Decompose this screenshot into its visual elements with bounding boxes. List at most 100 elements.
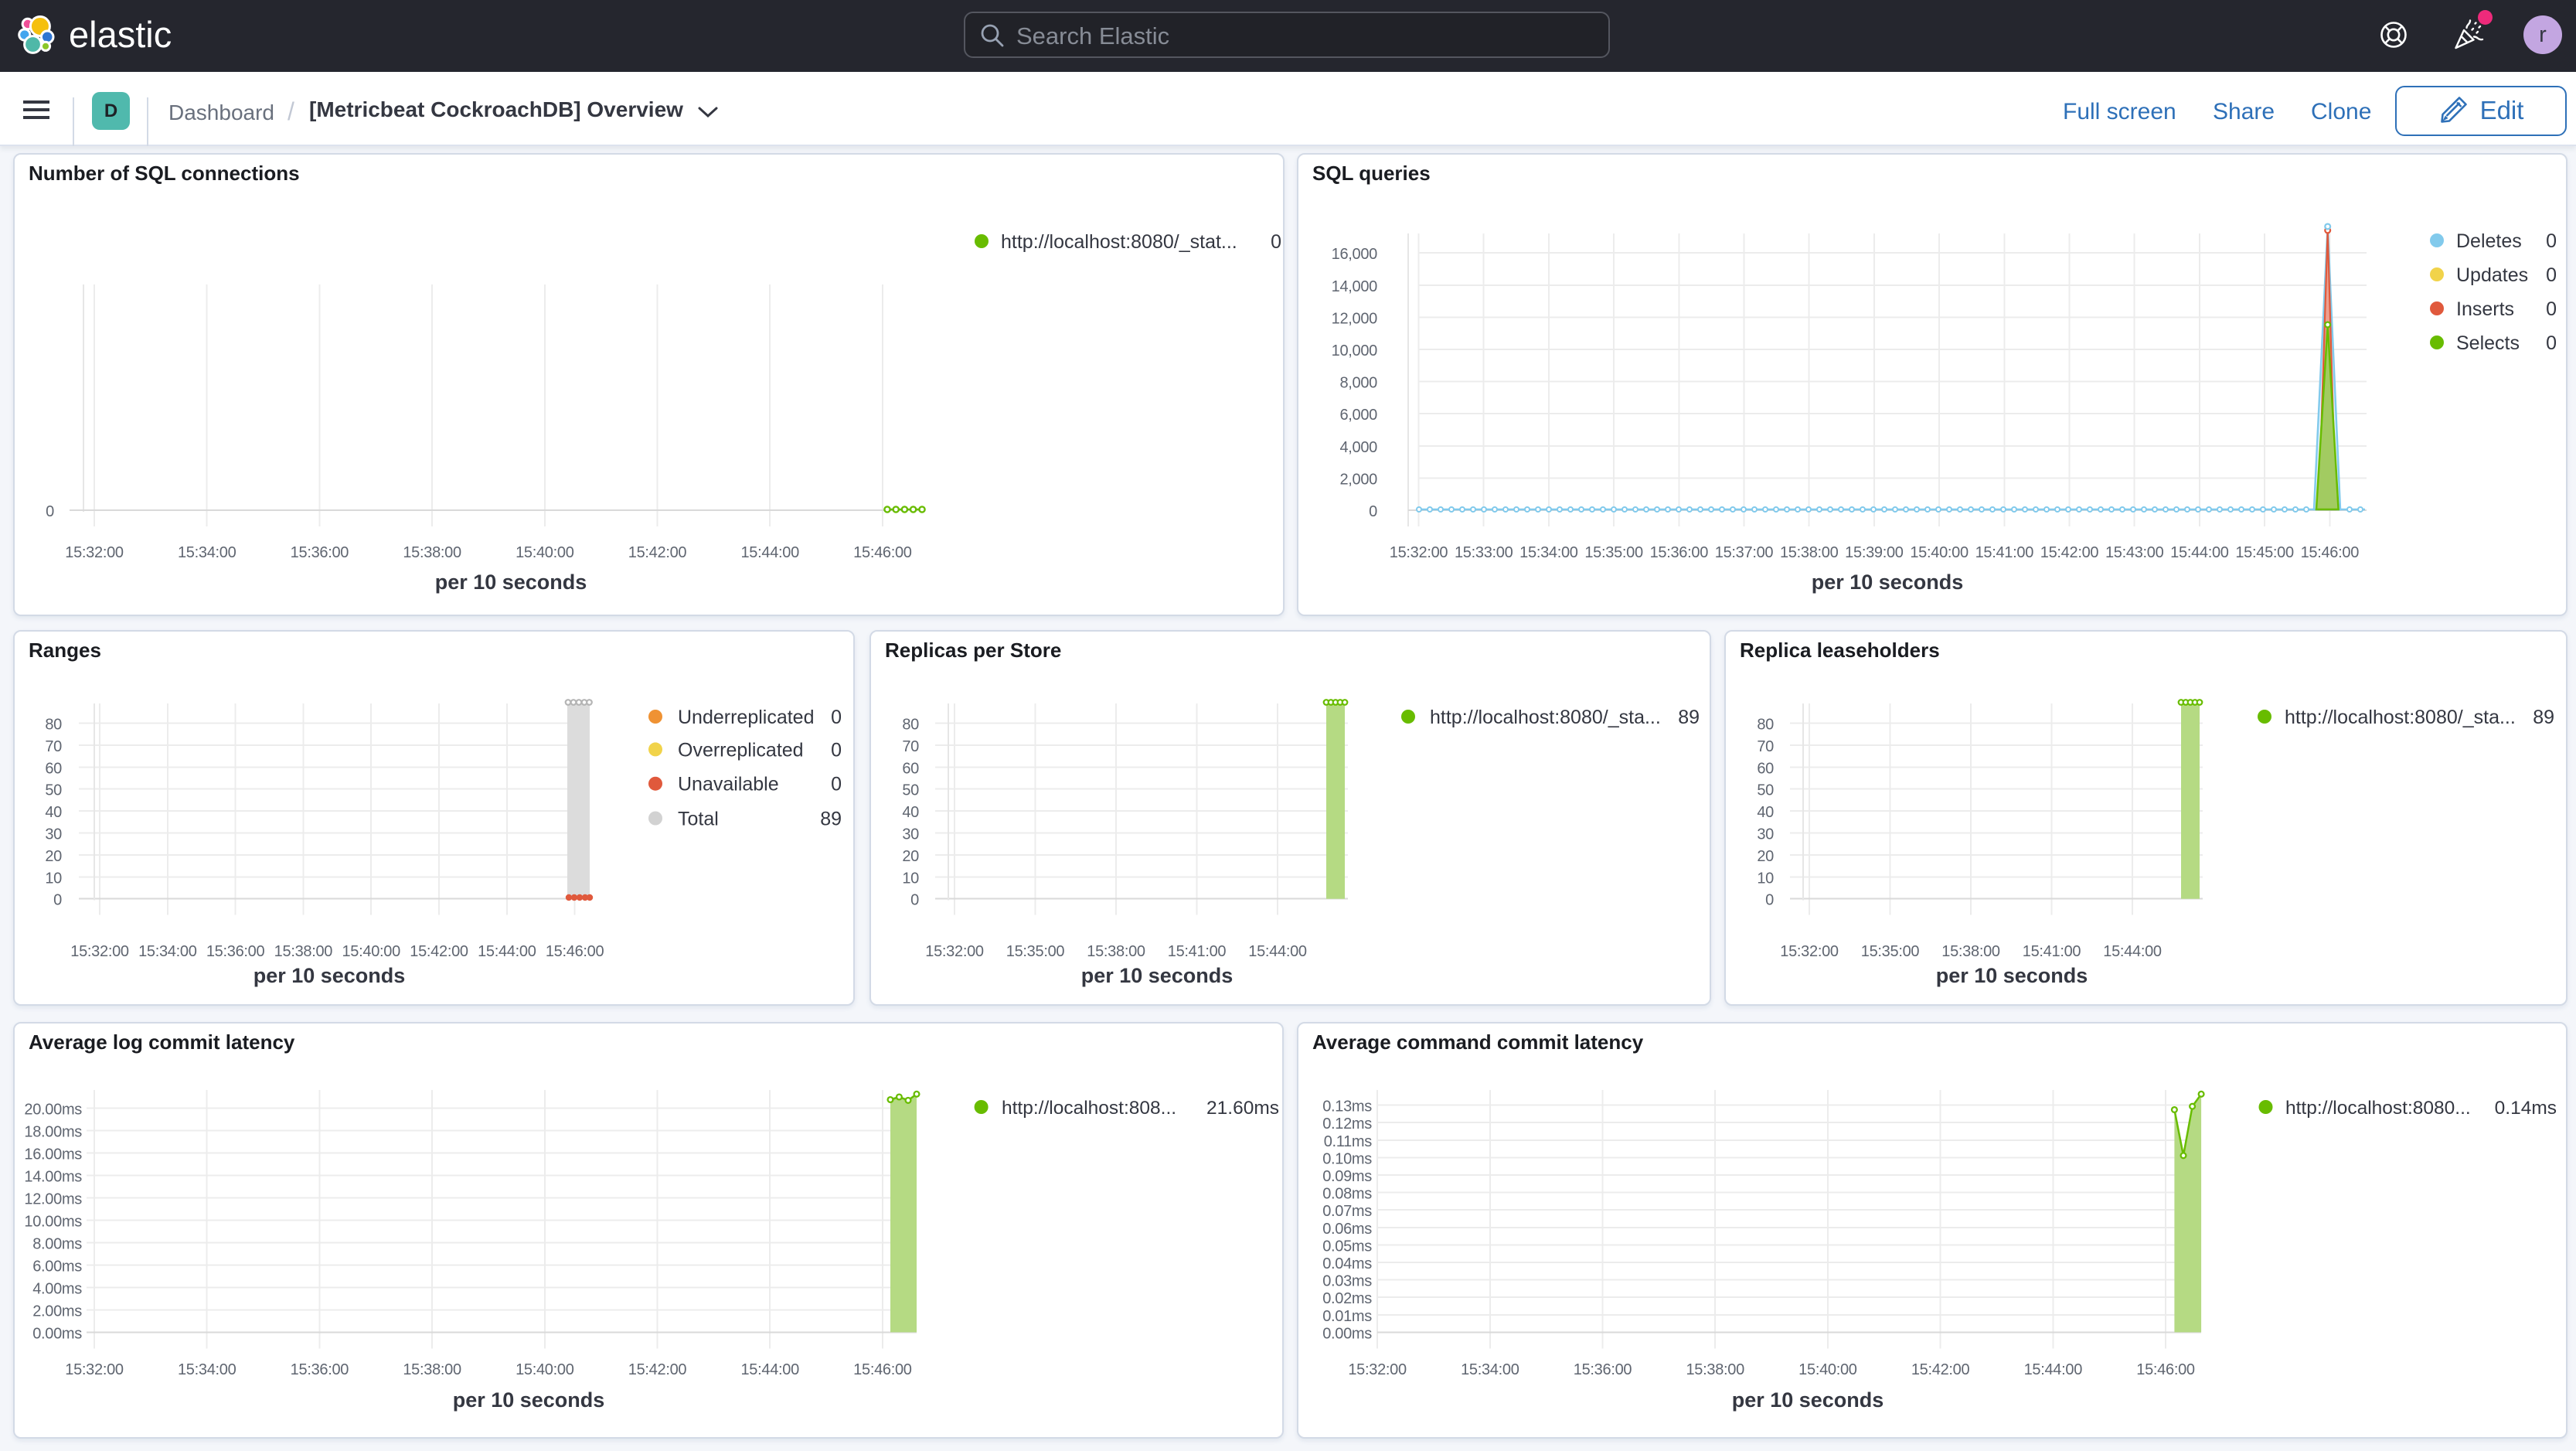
- svg-text:15:37:00: 15:37:00: [1715, 544, 1774, 561]
- svg-text:0: 0: [1369, 503, 1377, 520]
- svg-text:0.00ms: 0.00ms: [32, 1325, 82, 1342]
- svg-text:15:40:00: 15:40:00: [1798, 1361, 1857, 1378]
- svg-text:15:32:00: 15:32:00: [925, 943, 984, 960]
- svg-text:15:36:00: 15:36:00: [206, 943, 265, 960]
- svg-text:80: 80: [902, 717, 919, 734]
- svg-text:per 10 seconds: per 10 seconds: [1812, 571, 1964, 594]
- svg-text:15:35:00: 15:35:00: [1584, 544, 1643, 561]
- svg-text:Underreplicated: Underreplicated: [678, 707, 815, 728]
- svg-text:21.60ms: 21.60ms: [1206, 1098, 1279, 1119]
- svg-text:15:38:00: 15:38:00: [274, 943, 333, 960]
- svg-text:4,000: 4,000: [1339, 439, 1377, 456]
- svg-text:per 10 seconds: per 10 seconds: [1081, 964, 1234, 987]
- svg-text:Ranges: Ranges: [29, 639, 101, 662]
- svg-text:0: 0: [2546, 332, 2557, 354]
- svg-text:15:34:00: 15:34:00: [1519, 544, 1578, 561]
- svg-text:15:38:00: 15:38:00: [1780, 544, 1839, 561]
- svg-text:SQL queries: SQL queries: [1312, 162, 1431, 185]
- svg-text:15:42:00: 15:42:00: [2040, 544, 2099, 561]
- svg-text:15:38:00: 15:38:00: [403, 1361, 461, 1378]
- svg-text:15:35:00: 15:35:00: [1006, 943, 1065, 960]
- svg-text:http://localhost:808...: http://localhost:808...: [1002, 1098, 1176, 1119]
- svg-text:15:34:00: 15:34:00: [138, 943, 197, 960]
- svg-text:Replica leaseholders: Replica leaseholders: [1740, 639, 1940, 662]
- svg-text:0: 0: [831, 707, 842, 728]
- svg-text:15:44:00: 15:44:00: [2103, 943, 2162, 960]
- svg-text:15:36:00: 15:36:00: [1574, 1361, 1632, 1378]
- svg-text:12.00ms: 12.00ms: [24, 1190, 82, 1207]
- svg-text:Average command commit latency: Average command commit latency: [1312, 1030, 1644, 1054]
- svg-text:0.02ms: 0.02ms: [1322, 1290, 1372, 1307]
- svg-text:15:32:00: 15:32:00: [1390, 544, 1448, 561]
- svg-text:40: 40: [1757, 804, 1774, 821]
- svg-text:0.09ms: 0.09ms: [1322, 1168, 1372, 1185]
- svg-text:20: 20: [45, 848, 62, 865]
- svg-text:0.03ms: 0.03ms: [1322, 1273, 1372, 1290]
- svg-text:15:43:00: 15:43:00: [2105, 544, 2164, 561]
- svg-text:8,000: 8,000: [1339, 375, 1377, 392]
- svg-text:15:46:00: 15:46:00: [853, 544, 912, 561]
- svg-text:15:46:00: 15:46:00: [2301, 544, 2360, 561]
- svg-text:0.07ms: 0.07ms: [1322, 1203, 1372, 1220]
- svg-text:15:35:00: 15:35:00: [1861, 943, 1920, 960]
- svg-text:0.00ms: 0.00ms: [1322, 1325, 1372, 1342]
- svg-text:0: 0: [831, 774, 842, 795]
- svg-text:10,000: 10,000: [1332, 342, 1378, 359]
- svg-text:15:42:00: 15:42:00: [628, 544, 687, 561]
- svg-text:15:38:00: 15:38:00: [1686, 1361, 1744, 1378]
- svg-text:0: 0: [46, 503, 54, 520]
- svg-text:20: 20: [1757, 848, 1774, 865]
- svg-text:16.00ms: 16.00ms: [24, 1146, 82, 1163]
- svg-text:0: 0: [53, 892, 62, 909]
- svg-text:http://localhost:8080/_sta...: http://localhost:8080/_sta...: [1430, 707, 1661, 728]
- svg-text:18.00ms: 18.00ms: [24, 1123, 82, 1140]
- svg-text:30: 30: [45, 826, 62, 843]
- svg-text:per 10 seconds: per 10 seconds: [254, 964, 406, 987]
- svg-text:15:32:00: 15:32:00: [65, 544, 124, 561]
- svg-text:0: 0: [2546, 264, 2557, 286]
- svg-text:15:32:00: 15:32:00: [70, 943, 129, 960]
- svg-text:70: 70: [902, 738, 919, 755]
- svg-text:15:46:00: 15:46:00: [2136, 1361, 2195, 1378]
- svg-text:20: 20: [902, 848, 919, 865]
- svg-text:8.00ms: 8.00ms: [32, 1235, 82, 1252]
- svg-text:15:41:00: 15:41:00: [1975, 544, 2034, 561]
- svg-text:60: 60: [45, 760, 62, 777]
- svg-text:per 10 seconds: per 10 seconds: [1732, 1388, 1884, 1412]
- svg-text:http://localhost:8080/_stat...: http://localhost:8080/_stat...: [1001, 231, 1237, 253]
- svg-text:15:36:00: 15:36:00: [1650, 544, 1709, 561]
- svg-text:14,000: 14,000: [1332, 278, 1378, 295]
- svg-text:per 10 seconds: per 10 seconds: [435, 571, 587, 594]
- svg-text:15:36:00: 15:36:00: [291, 544, 349, 561]
- svg-text:15:33:00: 15:33:00: [1455, 544, 1513, 561]
- svg-text:4.00ms: 4.00ms: [32, 1280, 82, 1297]
- svg-text:15:41:00: 15:41:00: [1168, 943, 1227, 960]
- svg-text:30: 30: [1757, 826, 1774, 843]
- svg-text:15:46:00: 15:46:00: [546, 943, 604, 960]
- svg-text:15:34:00: 15:34:00: [1461, 1361, 1519, 1378]
- svg-text:15:32:00: 15:32:00: [1348, 1361, 1407, 1378]
- svg-text:0.08ms: 0.08ms: [1322, 1186, 1372, 1203]
- svg-text:15:42:00: 15:42:00: [410, 943, 468, 960]
- svg-text:6,000: 6,000: [1339, 407, 1377, 424]
- svg-text:Inserts: Inserts: [2456, 298, 2514, 320]
- svg-text:Updates: Updates: [2456, 264, 2528, 286]
- svg-text:15:38:00: 15:38:00: [1941, 943, 2000, 960]
- svg-text:Deletes: Deletes: [2456, 230, 2522, 252]
- svg-text:15:40:00: 15:40:00: [516, 1361, 574, 1378]
- svg-text:0: 0: [2546, 298, 2557, 320]
- svg-text:89: 89: [820, 809, 842, 830]
- svg-text:12,000: 12,000: [1332, 310, 1378, 327]
- svg-text:Replicas per Store: Replicas per Store: [885, 639, 1061, 662]
- svg-text:6.00ms: 6.00ms: [32, 1258, 82, 1275]
- svg-text:15:40:00: 15:40:00: [516, 544, 574, 561]
- svg-text:0.12ms: 0.12ms: [1322, 1115, 1372, 1133]
- svg-text:per 10 seconds: per 10 seconds: [1936, 964, 2088, 987]
- svg-text:2.00ms: 2.00ms: [32, 1303, 82, 1320]
- svg-text:Overreplicated: Overreplicated: [678, 739, 804, 761]
- svg-text:15:44:00: 15:44:00: [1248, 943, 1307, 960]
- svg-text:0: 0: [2546, 230, 2557, 252]
- svg-text:15:34:00: 15:34:00: [178, 544, 237, 561]
- svg-text:0.06ms: 0.06ms: [1322, 1221, 1372, 1238]
- svg-text:15:44:00: 15:44:00: [740, 1361, 799, 1378]
